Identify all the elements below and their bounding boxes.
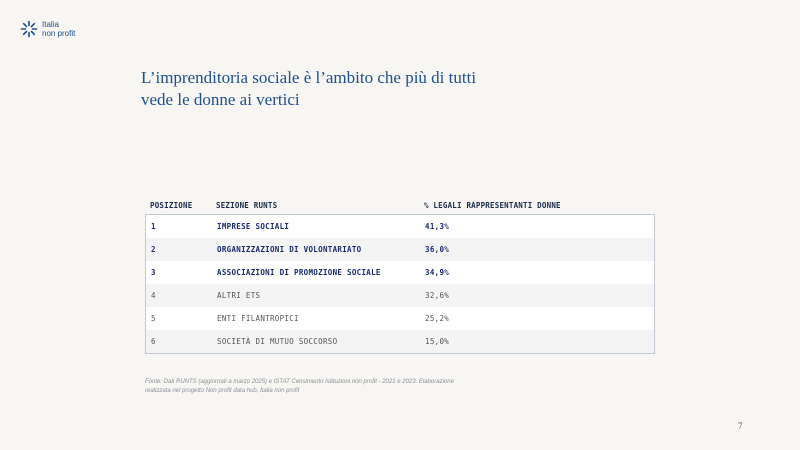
cell-section: IMPRESE SOCIALI (217, 222, 290, 231)
table-row: 2 ORGANIZZAZIONI DI VOLONTARIATO 36,0% (146, 238, 654, 261)
logo-line-1: Italia (42, 20, 59, 29)
brand-logo: Italia non profit (20, 20, 75, 38)
cell-position: 5 (151, 314, 156, 323)
page-number: 7 (738, 421, 743, 431)
cell-position: 2 (151, 245, 156, 254)
logo-line-2: non profit (42, 29, 76, 38)
cell-percentage: 25,2% (425, 314, 450, 323)
table-header: POSIZIONE SEZIONE RUNTS % LEGALI RAPPRES… (145, 196, 655, 214)
cell-percentage: 32,6% (425, 291, 450, 300)
source-note: Fonte: Dati RUNTS (aggiornati a marzo 20… (145, 379, 454, 394)
page-title: L’imprenditoria sociale è l’ambito che p… (141, 68, 477, 109)
logo-wordmark: Italia non profit (42, 20, 75, 38)
cell-section: SOCIETÀ DI MUTUO SOCCORSO (217, 337, 338, 346)
table-body: 1 IMPRESE SOCIALI 41,3% 2 ORGANIZZAZIONI… (145, 214, 655, 354)
cell-section: ASSOCIAZIONI DI PROMOZIONE SOCIALE (217, 268, 381, 277)
header-section: SEZIONE RUNTS (216, 200, 278, 210)
cell-percentage: 41,3% (425, 222, 450, 231)
table-row: 3 ASSOCIAZIONI DI PROMOZIONE SOCIALE 34,… (146, 261, 654, 284)
ranking-table: POSIZIONE SEZIONE RUNTS % LEGALI RAPPRES… (145, 196, 655, 354)
cell-percentage: 34,9% (425, 268, 450, 277)
cell-section: ENTI FILANTROPICI (217, 314, 299, 323)
table-row: 4 ALTRI ETS 32,6% (146, 284, 654, 307)
table-row: 1 IMPRESE SOCIALI 41,3% (146, 215, 654, 238)
header-position: POSIZIONE (150, 200, 193, 210)
cell-percentage: 36,0% (425, 245, 450, 254)
cell-position: 3 (151, 268, 156, 277)
cell-position: 6 (151, 337, 156, 346)
cell-percentage: 15,0% (425, 337, 450, 346)
starburst-logo-icon (20, 20, 38, 38)
table-row: 5 ENTI FILANTROPICI 25,2% (146, 307, 654, 330)
cell-position: 1 (151, 222, 156, 231)
cell-position: 4 (151, 291, 156, 300)
cell-section: ORGANIZZAZIONI DI VOLONTARIATO (217, 245, 362, 254)
table-row: 6 SOCIETÀ DI MUTUO SOCCORSO 15,0% (146, 330, 654, 353)
header-percentage: % LEGALI RAPPRESENTANTI DONNE (424, 200, 561, 210)
cell-section: ALTRI ETS (217, 291, 261, 300)
